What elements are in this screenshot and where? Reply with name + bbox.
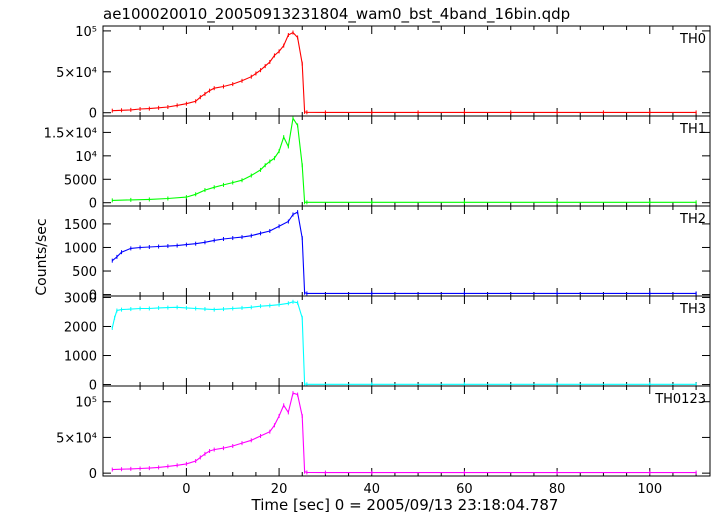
x-tick-label: 80 xyxy=(549,482,566,497)
panel-frame xyxy=(102,295,711,387)
y-tick-label: 1000 xyxy=(64,241,97,256)
x-tick-label: 0 xyxy=(182,482,190,497)
series-line-th2 xyxy=(111,211,697,294)
y-tick-label: 10⁵ xyxy=(75,25,97,40)
band-label-th3: TH3 xyxy=(679,302,706,317)
y-tick-label: 5000 xyxy=(64,173,97,188)
panel-frame xyxy=(102,25,711,117)
y-tick-label: 3000 xyxy=(64,291,97,306)
series-line-th1 xyxy=(112,116,697,203)
panel-frame xyxy=(102,115,711,207)
y-tick-label: 10⁵ xyxy=(75,396,97,411)
x-tick-label: 100 xyxy=(637,482,662,497)
x-tick-label: 40 xyxy=(363,482,380,497)
y-tick-label: 0 xyxy=(89,107,97,122)
panel-frame xyxy=(102,385,711,477)
x-axis-label: Time [sec] 0 = 2005/09/13 23:18:04.787 xyxy=(251,496,559,514)
y-tick-label: 1.5×10⁴ xyxy=(44,126,97,141)
y-tick-label: 10⁴ xyxy=(75,150,97,165)
y-tick-label: 0 xyxy=(89,197,97,212)
panel-th0: 0 5×10⁴ 10⁵ TH0 xyxy=(56,25,711,122)
series-line-th3 xyxy=(111,301,697,385)
y-tick-label: 0 xyxy=(89,379,97,394)
x-tick-label: 60 xyxy=(456,482,473,497)
y-tick-label: 500 xyxy=(72,265,97,280)
chart-title: ae100020010_20050913231804_wam0_bst_4ban… xyxy=(103,5,570,24)
band-label-th0123: TH0123 xyxy=(654,392,706,407)
y-tick-label: 0 xyxy=(89,467,97,482)
y-tick-label: 5×10⁴ xyxy=(56,431,97,446)
y-axis-label: Counts/sec xyxy=(34,218,50,295)
panel-th2: 0 500 1000 1500 TH2 xyxy=(64,205,711,304)
panel-th1: 0 5000 10⁴ 1.5×10⁴ TH1 xyxy=(44,115,711,212)
y-tick-label: 1500 xyxy=(64,218,97,233)
series-line-th0 xyxy=(112,31,697,113)
panel-th0123: 0 5×10⁴ 10⁵ TH0123 0 20 40 60 80 100 xyxy=(56,385,711,497)
y-tick-label: 1000 xyxy=(64,350,97,365)
panel-th3: 0 1000 2000 3000 TH3 xyxy=(64,291,711,394)
band-label-th2: TH2 xyxy=(679,212,706,227)
band-label-th0: TH0 xyxy=(679,32,706,47)
x-tick-label: 20 xyxy=(271,482,288,497)
y-tick-label: 5×10⁴ xyxy=(56,66,97,81)
panel-frame xyxy=(102,205,711,297)
y-tick-label: 2000 xyxy=(64,320,97,335)
y-tick-label: 0 xyxy=(89,289,97,304)
band-label-th1: TH1 xyxy=(679,122,706,137)
series-line-th0123 xyxy=(112,392,697,474)
